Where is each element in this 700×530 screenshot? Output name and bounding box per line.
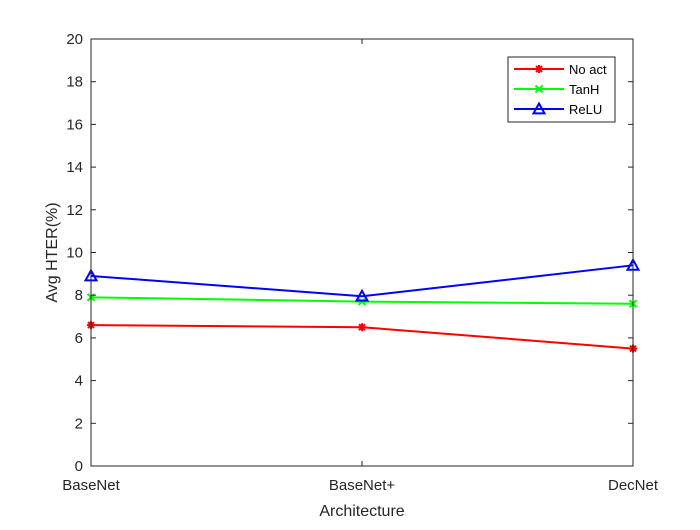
y-tick-label: 6 [75, 330, 83, 347]
y-axis-label: Avg HTER(%) [44, 202, 61, 302]
series-line [90, 264, 634, 298]
y-tick-label: 2 [75, 415, 83, 432]
axes-layer: 0 2 4 6 8 10 12 14 16 18 20 BaseNet BaseNet+ DecNet [62, 31, 659, 494]
y-tick-label: 12 [66, 202, 83, 219]
legend: No act TanH ReLU [507, 56, 616, 123]
marks-layer [83, 257, 641, 353]
x-tick-label: BaseNet [62, 477, 120, 494]
legend-label: TanH [569, 82, 599, 97]
y-tick-label: 10 [66, 245, 83, 262]
y-tick-label: 0 [75, 458, 83, 475]
y-tick-label: 20 [66, 31, 83, 48]
x-tick-label: DecNet [608, 477, 659, 494]
y-tick-label: 18 [66, 74, 83, 91]
x-axis-label: Architecture [319, 503, 404, 520]
legend-marker [535, 65, 543, 73]
legend-marker [534, 84, 544, 94]
y-tick-label: 14 [66, 159, 83, 176]
y-tick-label: 4 [75, 373, 83, 390]
data-point [358, 323, 366, 332]
legend-marker [531, 101, 547, 115]
legend-label: No act [569, 62, 607, 77]
legend-label: ReLU [569, 102, 602, 117]
data-point [354, 288, 370, 302]
x-tick-label: BaseNet+ [329, 477, 396, 494]
y-tick-label: 8 [75, 287, 83, 304]
y-tick-label: 16 [66, 116, 83, 133]
